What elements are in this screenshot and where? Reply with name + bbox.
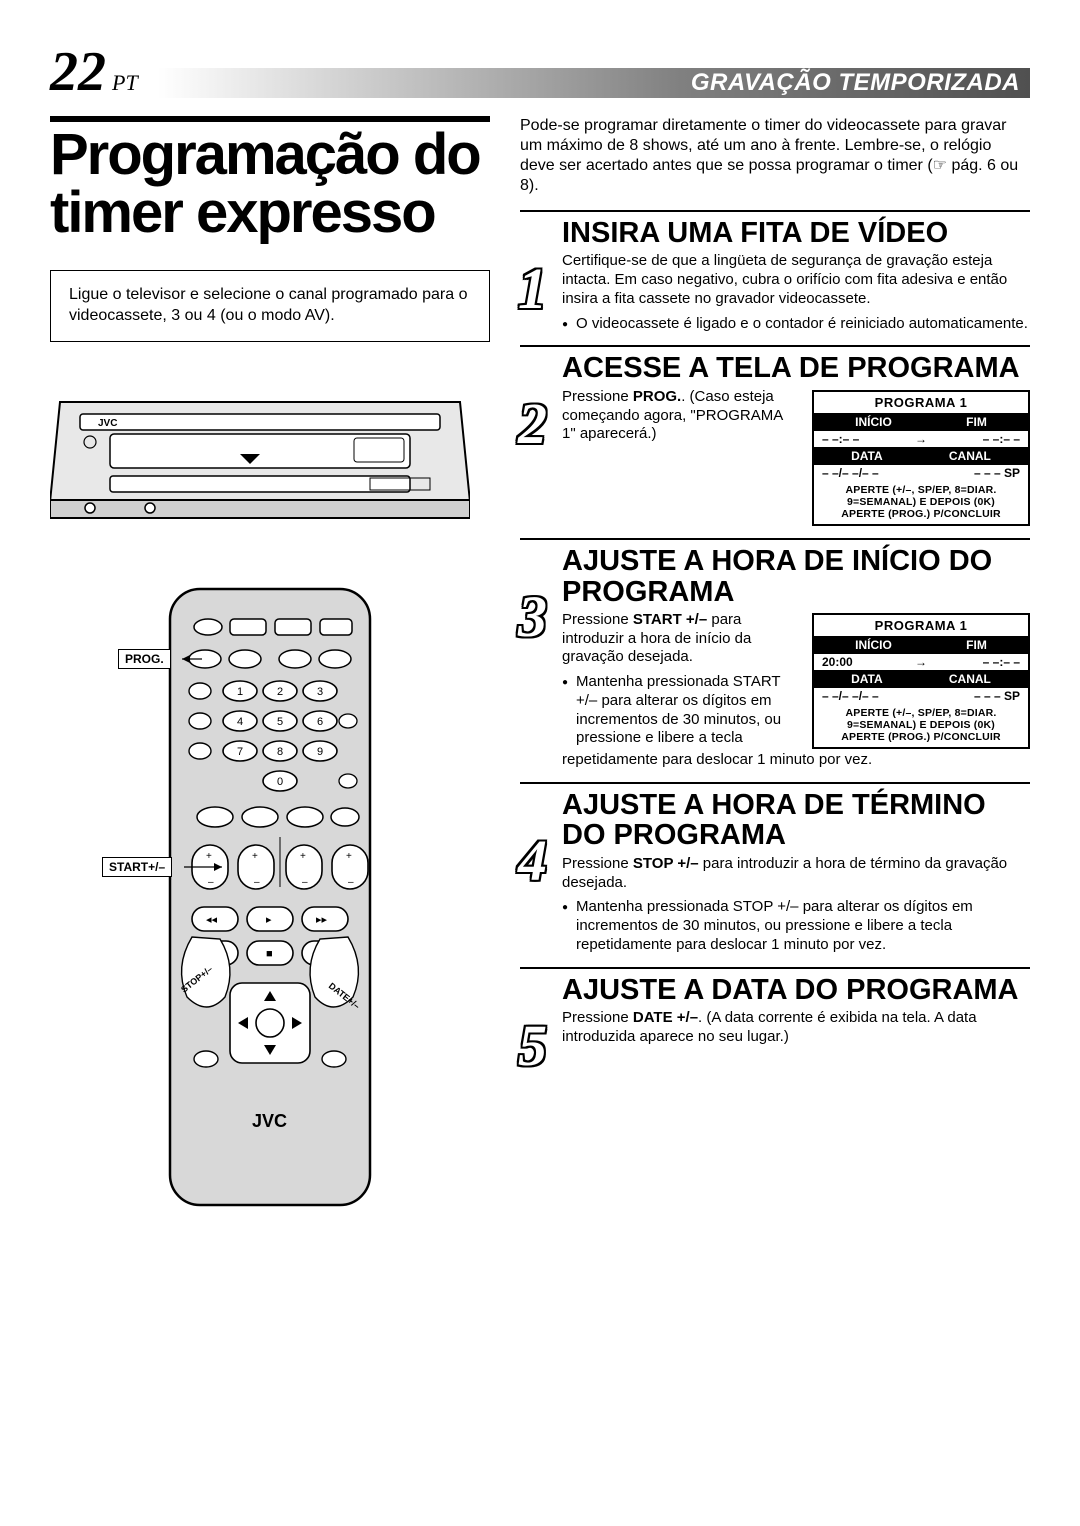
step-3: 3 AJUSTE A HORA DE INÍCIO DO PROGRAMA Pr… [520,538,1030,770]
step-body: Certifique-se de que a lingüeta de segur… [562,252,1030,308]
instruction-box: Ligue o televisor e selecione o canal pr… [50,270,490,342]
step-number: 4 [518,832,547,890]
step-number: 1 [518,260,547,318]
svg-text:+: + [252,851,258,862]
svg-text:–: – [302,877,308,888]
svg-text:–: – [208,877,214,888]
step-5: 5 AJUSTE A DATA DO PROGRAMA Pressione DA… [520,967,1030,1047]
panel-footer: APERTE (+/–, SP/EP, 8=DIAR. 9=SEMANAL) E… [814,704,1028,747]
svg-text:7: 7 [237,746,243,758]
svg-text:◂◂: ◂◂ [206,914,218,926]
svg-text:+: + [300,851,306,862]
svg-text:6: 6 [317,716,323,728]
step-bullet: O videocassete é ligado e o contador é r… [562,315,1030,334]
step-title: AJUSTE A HORA DE TÉRMINO DO PROGRAMA [520,790,1030,851]
svg-text:JVC: JVC [98,418,117,429]
callout-start: START+/– [102,857,172,877]
svg-text:4: 4 [237,716,243,728]
callout-prog: PROG. [118,649,171,669]
svg-text:–: – [348,877,354,888]
program-panel-1: PROGRAMA 1 INÍCIOFIM – –:– –→– –:– – DAT… [812,390,1030,526]
step-title: AJUSTE A DATA DO PROGRAMA [520,975,1030,1005]
svg-text:■: ■ [266,948,273,960]
step-2: 2 ACESSE A TELA DE PROGRAMA Pressione PR… [520,345,1030,526]
svg-text:0: 0 [277,776,283,788]
svg-text:8: 8 [277,746,283,758]
svg-text:▸: ▸ [266,914,272,926]
right-column: Pode-se programar diretamente o timer do… [520,116,1030,1207]
step-bullet: Mantenha pressionada STOP +/– para alter… [562,898,1030,954]
step-body: Pressione PROG.. (Caso esteja começando … [562,388,798,444]
step-body: Pressione DATE +/–. (A data corrente é e… [562,1009,1030,1047]
svg-text:+: + [346,851,352,862]
svg-text:9: 9 [317,746,323,758]
svg-text:–: – [254,877,260,888]
svg-text:1: 1 [237,686,243,698]
svg-text:5: 5 [277,716,283,728]
left-column: Programação do timer expresso Ligue o te… [50,116,490,1207]
header-gradient: GRAVAÇÃO TEMPORIZADA [158,68,1030,98]
step-after: repetidamente para deslocar 1 minuto por… [562,751,1030,770]
step-title: INSIRA UMA FITA DE VÍDEO [520,218,1030,248]
svg-text:2: 2 [277,686,283,698]
program-panel-2: PROGRAMA 1 INÍCIOFIM 20:00→– –:– – DATAC… [812,613,1030,749]
svg-text:3: 3 [317,686,323,698]
step-title: ACESSE A TELA DE PROGRAMA [520,353,1030,383]
step-title: AJUSTE A HORA DE INÍCIO DO PROGRAMA [520,546,1030,607]
page-suffix: PT [112,70,138,96]
step-body: Pressione START +/– para introduzir a ho… [562,611,798,667]
svg-text:JVC: JVC [252,1111,287,1131]
section-title: GRAVAÇÃO TEMPORIZADA [691,69,1020,97]
page-number: 22 [50,40,106,104]
step-number: 5 [518,1017,547,1075]
svg-text:▸▸: ▸▸ [316,914,328,926]
intro-text: Pode-se programar diretamente o timer do… [520,116,1030,196]
page-header: 22 PT GRAVAÇÃO TEMPORIZADA [50,40,1030,104]
panel-footer: APERTE (+/–, SP/EP, 8=DIAR. 9=SEMANAL) E… [814,481,1028,524]
step-bullet: Mantenha pressionada START +/– para alte… [562,673,798,748]
step-number: 2 [518,395,547,453]
remote-illustration: 1 2 3 4 5 6 7 8 9 0 [130,587,410,1207]
vcr-illustration: JVC [50,382,470,522]
step-1: 1 INSIRA UMA FITA DE VÍDEO Certifique-se… [520,210,1030,333]
step-number: 3 [518,588,547,646]
main-heading: Programação do timer expresso [50,116,490,242]
svg-text:+: + [206,851,212,862]
step-4: 4 AJUSTE A HORA DE TÉRMINO DO PROGRAMA P… [520,782,1030,955]
step-body: Pressione STOP +/– para introduzir a hor… [562,855,1030,893]
